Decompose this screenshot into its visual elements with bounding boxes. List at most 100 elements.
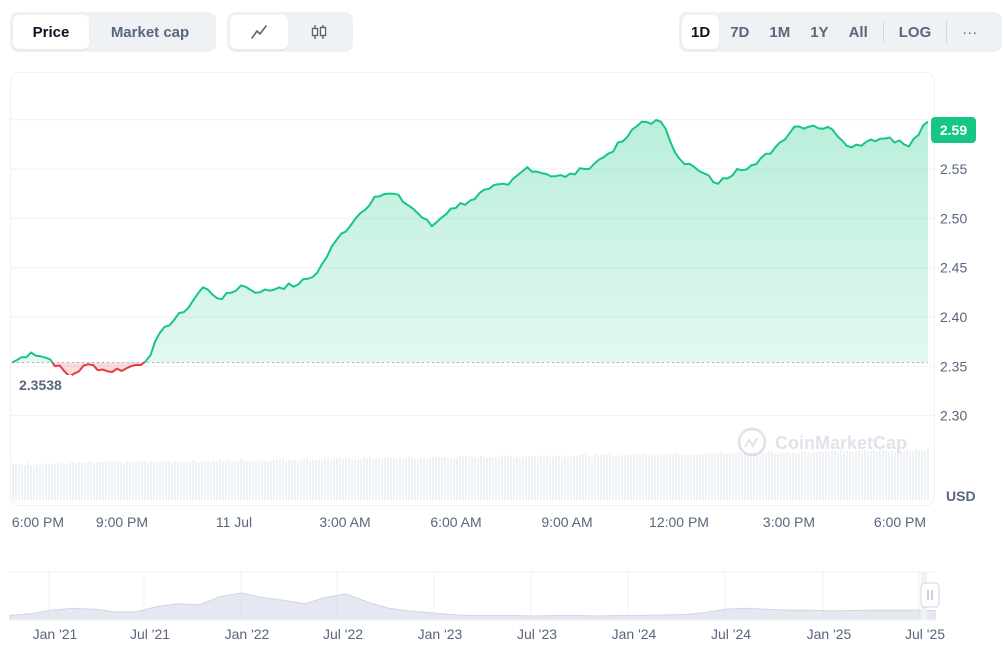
range-1y-button[interactable]: 1Y: [810, 23, 829, 41]
volume-bar: [435, 456, 437, 500]
volume-bar: [840, 449, 842, 500]
coinmarketcap-logo-icon: [737, 427, 767, 457]
volume-bar: [678, 455, 680, 500]
volume-bar: [879, 449, 881, 500]
volume-bar: [696, 454, 698, 500]
volume-bar: [549, 457, 551, 500]
volume-bar: [501, 455, 503, 500]
price-tab[interactable]: Price: [13, 15, 89, 49]
volume-bar: [852, 451, 854, 500]
x-tick-label: 9:00 PM: [96, 514, 148, 530]
volume-bar: [393, 457, 395, 500]
volume-bar: [381, 459, 383, 500]
navigator-x-tick-label: Jan '25: [807, 626, 852, 642]
volume-bar: [264, 460, 266, 500]
volume-bar: [219, 459, 221, 500]
volume-bar: [48, 463, 50, 500]
candlestick-button[interactable]: [290, 15, 348, 49]
volume-bar: [192, 459, 194, 500]
volume-bar: [846, 449, 848, 500]
volume-bar: [231, 461, 233, 500]
line-chart-button[interactable]: [230, 15, 288, 49]
range-1m-button[interactable]: 1M: [769, 23, 791, 41]
range-1d-button[interactable]: 1D: [682, 15, 720, 49]
volume-bar: [675, 452, 677, 500]
volume-bar: [387, 457, 389, 500]
volume-bar: [732, 453, 734, 500]
volume-bar: [804, 451, 806, 500]
volume-bar: [903, 451, 905, 500]
volume-bar: [582, 453, 584, 500]
toolbar-divider: [882, 21, 884, 43]
navigator-handle-box[interactable]: [920, 582, 940, 608]
price-area-fill: [12, 120, 928, 363]
volume-bar: [285, 461, 287, 500]
volume-bar: [159, 462, 161, 500]
range-navigator[interactable]: Jan '21 Jul '21 Jan '22 Jul '22 Jan '23 Jul '…: [9, 571, 945, 642]
volume-bar: [195, 461, 197, 500]
volume-bar: [462, 456, 464, 500]
volume-bar: [189, 462, 191, 500]
volume-bar: [495, 457, 497, 500]
volume-bar: [357, 459, 359, 500]
volume-bar: [342, 459, 344, 500]
x-tick-label: 12:00 PM: [649, 514, 709, 530]
volume-bar: [534, 455, 536, 500]
volume-bar: [822, 453, 824, 500]
volume-bar: [900, 450, 902, 500]
volume-bar: [201, 461, 203, 500]
volume-bar: [894, 451, 896, 500]
volume-bar: [168, 461, 170, 500]
volume-bar: [561, 457, 563, 500]
log-scale-button[interactable]: LOG: [898, 23, 932, 41]
volume-bar: [777, 451, 779, 500]
volume-bar: [612, 456, 614, 500]
volume-bar: [711, 452, 713, 500]
volume-bar: [807, 452, 809, 500]
volume-bar: [411, 457, 413, 500]
volume-bar: [333, 458, 335, 500]
volume-bar: [456, 457, 458, 500]
volume-bar: [789, 453, 791, 500]
volume-bar: [177, 462, 179, 500]
volume-bar: [162, 461, 164, 500]
volume-bar: [291, 460, 293, 500]
volume-bar: [339, 457, 341, 500]
volume-bar: [279, 459, 281, 500]
volume-bar: [18, 464, 20, 500]
volume-bar: [165, 460, 167, 500]
volume-bar: [876, 451, 878, 500]
navigator-handle[interactable]: [920, 582, 940, 608]
more-options-button[interactable]: ···: [962, 23, 978, 41]
volume-bar: [51, 463, 53, 500]
volume-bars: [12, 448, 929, 500]
price-area-fill-negative: [12, 362, 145, 377]
navigator-x-tick-label: Jul '23: [517, 626, 557, 642]
volume-bar: [786, 451, 788, 500]
watermark: CoinMarketCap: [737, 427, 907, 457]
volume-bar: [72, 462, 74, 500]
volume-bar: [375, 458, 377, 500]
volume-bar: [417, 458, 419, 500]
volume-bar: [867, 451, 869, 500]
volume-bar: [390, 457, 392, 500]
volume-bar: [897, 450, 899, 500]
volume-bar: [249, 461, 251, 500]
y-tick-label: 2.55: [940, 161, 967, 177]
volume-bar: [24, 465, 26, 500]
volume-bar: [66, 464, 68, 500]
volume-bar: [150, 460, 152, 500]
volume-bar: [888, 451, 890, 500]
volume-bar: [672, 453, 674, 500]
range-all-button[interactable]: All: [848, 23, 868, 41]
volume-bar: [78, 461, 80, 500]
volume-bar: [597, 453, 599, 500]
volume-bar: [198, 462, 200, 500]
range-7d-button[interactable]: 7D: [730, 23, 750, 41]
volume-bar: [366, 458, 368, 500]
volume-bar: [708, 453, 710, 500]
volume-bar: [132, 461, 134, 500]
volume-bar: [633, 453, 635, 500]
market-cap-tab[interactable]: Market cap: [110, 23, 190, 41]
